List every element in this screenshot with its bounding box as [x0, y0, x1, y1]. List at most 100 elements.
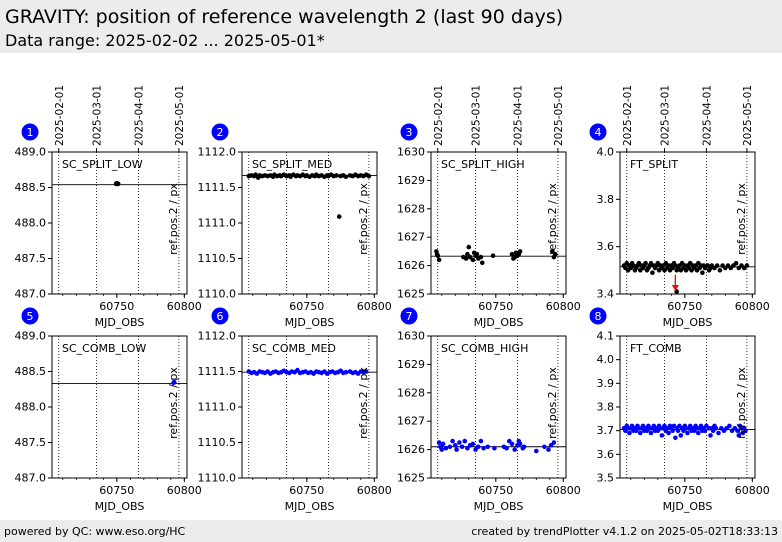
outlier-arrow-head	[671, 285, 679, 291]
data-point	[462, 438, 468, 444]
data-point	[716, 430, 721, 436]
data-point	[517, 441, 523, 447]
y-tick-label: 1110.5	[198, 252, 237, 265]
x-tick-label: 60750	[99, 484, 134, 497]
y-tick-label: 1628	[397, 202, 425, 215]
x-tick-label: 60800	[735, 484, 770, 497]
page-title: GRAVITY: position of reference wavelengt…	[5, 6, 564, 28]
data-point	[478, 438, 484, 444]
data-point	[509, 441, 515, 447]
date-tick-label: 2025-02-01	[433, 85, 445, 146]
y-tick-label: 488.0	[15, 401, 47, 414]
chart-panel-7: 1625 1626 1627 1628 1629 1630 60750 60800 MJD_OB…	[397, 307, 581, 513]
date-tick-label: 2025-03-01	[660, 85, 672, 146]
y-axis-label: ref.pos.2 / px	[546, 367, 559, 439]
data-point	[481, 445, 486, 451]
panel-number: 3	[406, 126, 413, 139]
y-axis-label: ref.pos.2 / px	[357, 183, 370, 255]
footer-created: created by trendPlotter v4.1.2 on 2025-0…	[471, 525, 778, 538]
panel-label: SC_COMB_LOW	[62, 342, 146, 355]
y-tick-label: 3.5	[597, 472, 615, 485]
y-axis-label: ref.pos.2 / px	[735, 183, 748, 255]
x-tick-label: 60750	[478, 484, 513, 497]
date-tick-label: 2025-02-01	[54, 85, 66, 146]
data-point	[343, 174, 349, 180]
y-tick-label: 1628	[397, 386, 425, 399]
x-tick-label: 60800	[735, 300, 770, 313]
data-point	[439, 447, 445, 452]
data-point	[735, 428, 740, 434]
y-tick-label: 1629	[397, 174, 425, 187]
x-tick-label: 60750	[289, 300, 324, 313]
data-point	[714, 263, 720, 268]
data-point	[666, 430, 671, 436]
y-tick-label: 4.0	[597, 146, 615, 159]
x-tick-label: 60800	[357, 300, 392, 313]
data-point	[435, 253, 441, 258]
panel-number-badge	[21, 307, 39, 325]
data-point	[470, 441, 476, 447]
data-point	[517, 249, 523, 254]
data-point	[336, 214, 342, 219]
x-tick-label: 60750	[99, 300, 134, 313]
data-point	[696, 430, 701, 436]
y-tick-label: 1111.0	[198, 401, 237, 414]
data-point	[171, 379, 177, 385]
y-tick-label: 1110.0	[198, 288, 237, 301]
y-tick-label: 487.0	[15, 288, 47, 301]
data-point	[467, 254, 473, 260]
data-point	[443, 445, 449, 451]
data-point	[678, 433, 684, 438]
y-tick-label: 488.5	[15, 365, 47, 378]
data-point	[509, 251, 515, 257]
panel-label: SC_SPLIT_LOW	[62, 158, 143, 171]
date-tick-label: 2025-02-01	[622, 85, 634, 146]
data-point	[700, 270, 705, 276]
x-axis-label: MJD_OBS	[474, 500, 524, 513]
panel-label: SC_SPLIT_MED	[252, 158, 332, 171]
page-footer: powered by QC: www.eso.org/HC created by…	[0, 520, 782, 542]
panel-number-badge	[589, 123, 607, 141]
date-tick-label: 2025-04-01	[512, 85, 524, 146]
footer-credit: powered by QC: www.eso.org/HC	[4, 525, 186, 538]
y-tick-label: 3.6	[597, 240, 615, 253]
data-point	[733, 260, 739, 266]
data-point	[436, 257, 442, 263]
panel-label: SC_COMB_MED	[252, 342, 336, 355]
data-point	[552, 251, 558, 257]
data-point	[343, 369, 349, 375]
y-tick-label: 1625	[397, 472, 425, 485]
y-tick-label: 1627	[397, 231, 425, 244]
data-point	[447, 444, 453, 450]
y-tick-label: 1110.0	[198, 472, 237, 485]
x-tick-label: 60750	[478, 300, 513, 313]
data-point	[115, 181, 121, 187]
y-tick-label: 488.0	[15, 217, 47, 230]
data-point	[685, 430, 690, 436]
chart-panel-5: 487.0 487.5 488.0 488.5 489.0 60750 60800 MJD_O…	[15, 307, 202, 513]
y-tick-label: 1630	[397, 330, 425, 343]
panel-number: 8	[595, 310, 602, 323]
data-point	[457, 440, 462, 445]
y-tick-label: 489.0	[15, 330, 47, 343]
panel-number-badge	[21, 123, 39, 141]
panel-label: SC_SPLIT_HIGH	[441, 158, 525, 171]
y-tick-label: 489.0	[15, 146, 47, 159]
panel-number-badge	[589, 307, 607, 325]
data-point	[727, 423, 732, 429]
panel-number: 7	[406, 310, 413, 323]
data-point	[366, 173, 372, 179]
data-point	[485, 444, 491, 450]
date-tick-label: 2025-03-01	[471, 85, 483, 146]
panel-number: 4	[595, 126, 602, 139]
data-point	[650, 270, 655, 276]
y-tick-label: 3.4	[597, 288, 615, 301]
data-point	[459, 444, 465, 450]
x-axis-label: MJD_OBS	[663, 316, 713, 329]
x-tick-label: 60800	[546, 300, 581, 313]
y-axis-label: ref.pos.2 / px	[546, 183, 559, 255]
data-point	[736, 433, 742, 438]
x-tick-label: 60800	[167, 300, 202, 313]
panel-number-badge	[211, 307, 229, 325]
y-tick-label: 487.5	[15, 252, 47, 265]
